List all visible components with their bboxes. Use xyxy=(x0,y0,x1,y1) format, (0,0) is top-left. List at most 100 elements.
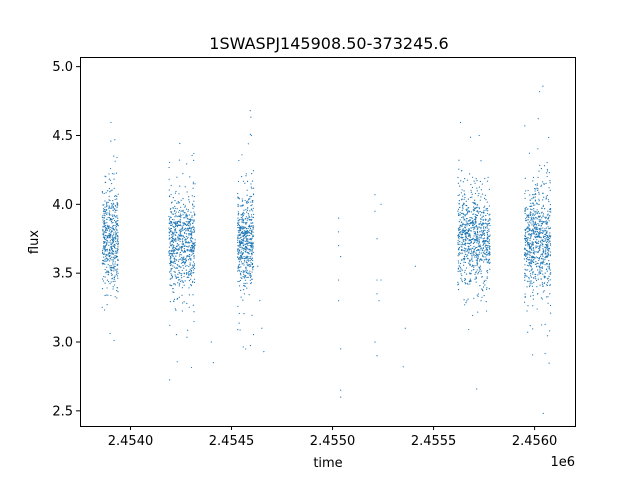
data-point xyxy=(460,268,462,270)
data-point xyxy=(183,222,185,224)
data-point xyxy=(530,275,532,277)
data-point xyxy=(533,210,535,212)
data-point xyxy=(527,241,529,244)
data-point xyxy=(470,241,473,243)
data-point xyxy=(481,224,483,227)
data-point xyxy=(479,231,481,233)
data-point xyxy=(187,223,189,225)
data-point xyxy=(185,235,187,238)
data-point xyxy=(110,267,113,269)
data-point xyxy=(103,242,105,244)
data-point xyxy=(478,253,481,255)
data-point xyxy=(112,207,114,209)
data-point xyxy=(460,273,462,275)
data-point xyxy=(476,259,479,261)
data-point xyxy=(173,259,176,261)
data-point xyxy=(114,280,116,282)
data-point xyxy=(116,223,118,226)
data-point xyxy=(523,253,526,255)
data-point xyxy=(483,250,485,252)
data-point xyxy=(479,226,481,228)
data-point xyxy=(102,249,104,252)
data-point xyxy=(107,270,110,272)
data-point xyxy=(485,310,488,312)
data-point xyxy=(468,228,470,230)
data-point xyxy=(179,240,181,243)
data-point xyxy=(116,198,118,200)
data-point xyxy=(532,261,534,263)
data-point xyxy=(240,228,242,230)
data-point xyxy=(170,277,172,280)
data-point xyxy=(460,277,462,279)
data-point xyxy=(488,246,490,248)
data-point xyxy=(111,172,114,175)
data-point xyxy=(465,208,467,210)
data-point xyxy=(191,251,193,253)
data-point xyxy=(188,245,190,247)
data-point xyxy=(111,247,113,250)
data-point xyxy=(249,198,251,200)
data-point xyxy=(185,208,188,210)
data-point xyxy=(547,218,549,220)
data-point xyxy=(112,227,115,229)
data-point xyxy=(533,188,536,190)
data-point xyxy=(527,208,529,210)
data-point xyxy=(238,258,240,261)
data-point xyxy=(106,212,108,214)
data-point xyxy=(538,273,540,275)
data-point xyxy=(524,208,526,210)
data-point xyxy=(192,304,194,306)
data-point xyxy=(458,252,461,254)
data-point xyxy=(470,280,472,283)
x-tick-label: 2.4560 xyxy=(512,434,558,449)
data-point xyxy=(486,276,488,278)
data-point xyxy=(168,222,170,224)
data-point xyxy=(535,233,538,235)
data-point xyxy=(102,232,104,234)
data-point xyxy=(243,227,245,229)
data-point xyxy=(108,199,110,201)
data-point xyxy=(380,203,382,205)
data-point xyxy=(184,205,186,207)
data-point xyxy=(464,178,466,180)
data-point xyxy=(172,233,174,235)
data-point xyxy=(169,324,171,326)
data-point xyxy=(469,233,471,235)
data-point xyxy=(182,265,184,267)
data-point xyxy=(530,242,532,245)
data-point xyxy=(476,242,478,244)
data-point xyxy=(238,237,240,240)
data-point xyxy=(473,202,475,204)
data-point xyxy=(524,238,526,240)
data-point xyxy=(466,213,468,215)
data-point xyxy=(483,243,485,245)
data-point xyxy=(237,280,239,283)
data-point xyxy=(183,284,185,286)
data-point xyxy=(189,242,191,244)
data-point xyxy=(461,189,463,191)
data-point xyxy=(549,227,551,230)
data-point xyxy=(249,257,252,260)
data-point xyxy=(110,245,113,247)
data-point xyxy=(111,204,114,206)
data-point xyxy=(457,176,459,179)
data-point xyxy=(252,266,255,268)
data-point xyxy=(524,241,527,243)
data-point xyxy=(175,277,177,279)
data-point xyxy=(549,180,551,182)
data-point xyxy=(110,233,112,235)
data-point xyxy=(114,257,116,259)
data-point xyxy=(112,215,114,218)
data-point xyxy=(534,218,536,220)
data-point xyxy=(530,276,533,278)
data-point xyxy=(488,235,491,237)
data-point xyxy=(193,311,195,313)
data-point xyxy=(103,192,105,195)
data-point xyxy=(472,208,474,211)
data-point xyxy=(113,203,115,205)
data-point xyxy=(187,230,189,232)
data-point xyxy=(535,202,538,204)
data-point xyxy=(249,260,251,262)
data-point xyxy=(237,239,239,241)
data-point xyxy=(175,267,177,269)
